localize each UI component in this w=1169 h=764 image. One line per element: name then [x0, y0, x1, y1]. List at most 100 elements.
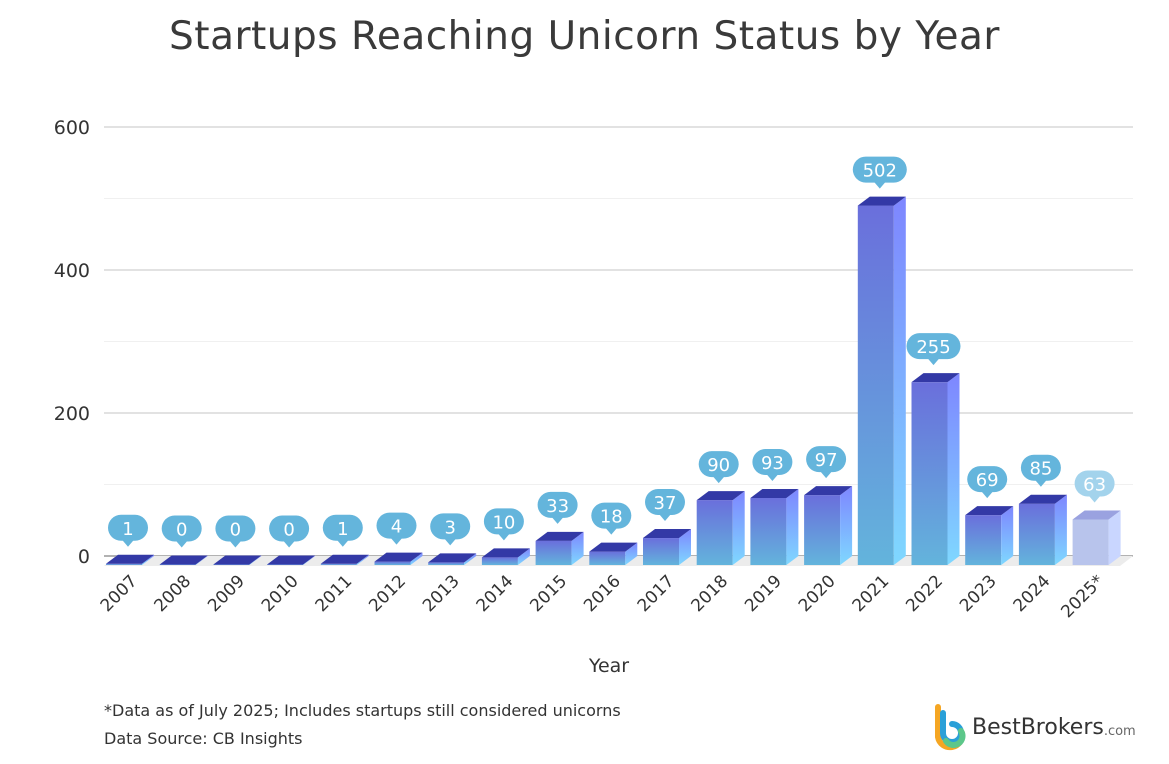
data-label: 0 [176, 520, 187, 541]
bar-side [195, 555, 208, 565]
x-tick-label: 2017 [634, 571, 679, 616]
bar-2023 [965, 506, 1014, 565]
data-label: 1 [122, 519, 133, 540]
data-label-bubble [1020, 454, 1061, 481]
data-label-bubble [483, 508, 524, 535]
bar-side [464, 553, 477, 565]
data-label-bubble [591, 502, 632, 529]
bar-side [249, 555, 262, 565]
bar-2022 [911, 373, 960, 565]
data-label-pointer [766, 474, 779, 482]
data-label-bubble [806, 446, 847, 473]
x-tick-label: 2019 [741, 571, 786, 616]
bar-front [911, 382, 948, 565]
bar-2012 [374, 552, 423, 565]
data-label-pointer [873, 181, 886, 189]
data-label: 10 [492, 512, 515, 533]
data-label: 33 [546, 496, 569, 517]
data-label: 3 [444, 517, 455, 538]
data-label-pointer [820, 471, 833, 479]
bar-top [374, 552, 423, 562]
data-label-bubble [269, 515, 310, 542]
bar-2011 [320, 554, 369, 565]
bar-front [535, 540, 572, 565]
bar-side [947, 373, 960, 565]
data-label-bubble [906, 333, 961, 360]
data-label-bubble [161, 515, 202, 542]
x-tick-label: 2010 [258, 571, 303, 616]
data-label-pointer [497, 533, 510, 541]
data-label: 4 [391, 517, 402, 538]
bar-top [804, 486, 853, 496]
data-label-bubble [645, 489, 685, 516]
bar-side [1108, 510, 1121, 565]
bar-2009 [213, 555, 262, 565]
bar-front [857, 205, 894, 565]
y-tick-label: 400 [54, 260, 90, 282]
bar-2019 [750, 489, 799, 565]
data-label: 255 [916, 337, 950, 358]
bar-top [320, 554, 369, 564]
bar-front [159, 564, 196, 565]
data-label-bubble [1074, 470, 1115, 497]
data-label-bubble [215, 515, 256, 542]
data-label-pointer [659, 514, 671, 522]
data-label-bubble [752, 449, 793, 476]
bar-2025* [1072, 510, 1121, 565]
bar-front [267, 564, 304, 565]
bar-top [857, 196, 906, 206]
x-tick-label: 2013 [419, 571, 464, 616]
x-tick-label: 2008 [150, 571, 195, 616]
bar-side [142, 554, 154, 565]
bar-2007 [106, 554, 154, 565]
bar-front [804, 495, 841, 565]
data-label-pointer [229, 540, 242, 548]
data-label: 502 [863, 161, 897, 182]
bar-front [696, 500, 733, 565]
bar-side [303, 555, 316, 565]
y-tick-label: 200 [54, 403, 90, 425]
x-tick-label: 2011 [312, 571, 357, 616]
bar-top [696, 491, 745, 501]
y-tick-label: 0 [78, 546, 90, 568]
data-label: 63 [1083, 474, 1106, 495]
bar-2010 [267, 555, 316, 565]
data-label: 97 [815, 450, 838, 471]
bar-side [893, 196, 906, 565]
bar-2013 [428, 553, 477, 565]
bar-top [643, 529, 691, 539]
bar-top [1018, 494, 1067, 504]
bar-side [571, 531, 584, 565]
logo-mark-icon [935, 704, 966, 751]
data-label-pointer [1088, 495, 1101, 503]
data-label: 0 [230, 520, 241, 541]
bar-2018 [696, 491, 745, 565]
data-label-pointer [927, 358, 940, 366]
bar-front [428, 562, 465, 565]
bar-top [535, 531, 584, 541]
bar-front [589, 551, 626, 565]
x-tick-label: 2016 [580, 571, 625, 616]
bar-2015 [535, 531, 584, 565]
data-label-pointer [175, 540, 188, 548]
bar-side [517, 548, 530, 565]
data-label-bubble [967, 466, 1008, 493]
bar-front [965, 515, 1002, 565]
bar-side [1054, 494, 1067, 565]
bar-side [786, 489, 799, 565]
data-label-pointer [444, 538, 457, 546]
data-label-bubble [322, 514, 363, 541]
x-tick-label: 2024 [1010, 571, 1055, 616]
bar-side [356, 554, 369, 565]
data-label-pointer [283, 540, 296, 548]
bar-side [840, 486, 853, 565]
bar-top [159, 555, 208, 565]
bar-front [213, 564, 250, 565]
data-label-bubble [852, 156, 907, 183]
x-tick-label: 2021 [849, 571, 894, 616]
bar-top [589, 542, 638, 552]
data-label-bubble [698, 451, 739, 478]
x-tick-label: 2023 [956, 571, 1001, 616]
bar-front [374, 561, 411, 565]
bar-2014 [481, 548, 530, 565]
